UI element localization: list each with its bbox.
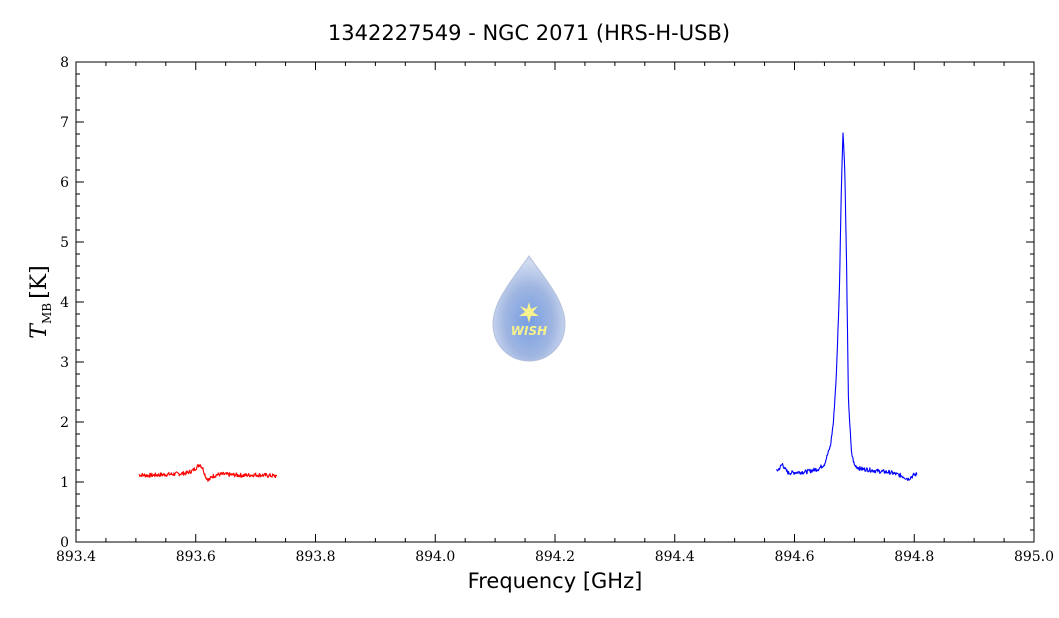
y-tick-label: 3 [60,355,69,371]
x-tick-label: 893.6 [176,549,216,565]
y-axis-label-subscript: MB [40,303,54,324]
y-axis-label: TMB [K] [27,265,54,338]
y-tick-label: 2 [60,415,69,431]
x-tick-label: 894.2 [535,549,575,565]
svg-text:TMB[K]: TMB [K] [27,265,54,338]
y-tick-label: 6 [60,175,69,191]
x-tick-label: 894.6 [774,549,814,565]
logo-text: WISH [511,324,547,338]
x-axis-label: Frequency [GHz] [468,569,643,593]
axis-ticks [75,61,1035,543]
x-tick-labels: 893.4 893.6 893.8 894.0 894.2 894.4 894.6 894.8… [56,549,1054,565]
y-axis-label-unit: [K] [27,265,52,299]
y-tick-label: 4 [60,295,69,311]
x-tick-label: 894.8 [894,549,934,565]
x-tick-label: 894.4 [655,549,695,565]
y-tick-labels: 0 1 2 3 4 5 6 7 8 [60,55,69,551]
spectrum-series-1 [138,464,278,482]
y-tick-label: 0 [60,535,69,551]
x-tick-label: 893.4 [56,549,96,565]
x-tick-label: 894.0 [415,549,455,565]
x-tick-label: 893.8 [295,549,335,565]
wish-logo: WISH [492,255,566,362]
chart-title: 1342227549 - NGC 2071 (HRS-H-USB) [328,21,730,45]
spectrum-series-2 [776,132,918,481]
y-axis-label-symbol: T [27,322,52,339]
y-tick-label: 8 [60,55,69,71]
star-icon [519,302,539,323]
series-layer [138,132,918,482]
y-tick-label: 1 [60,475,69,491]
y-tick-label: 7 [60,115,69,131]
y-tick-label: 5 [60,235,69,251]
x-tick-label: 895.0 [1014,549,1054,565]
